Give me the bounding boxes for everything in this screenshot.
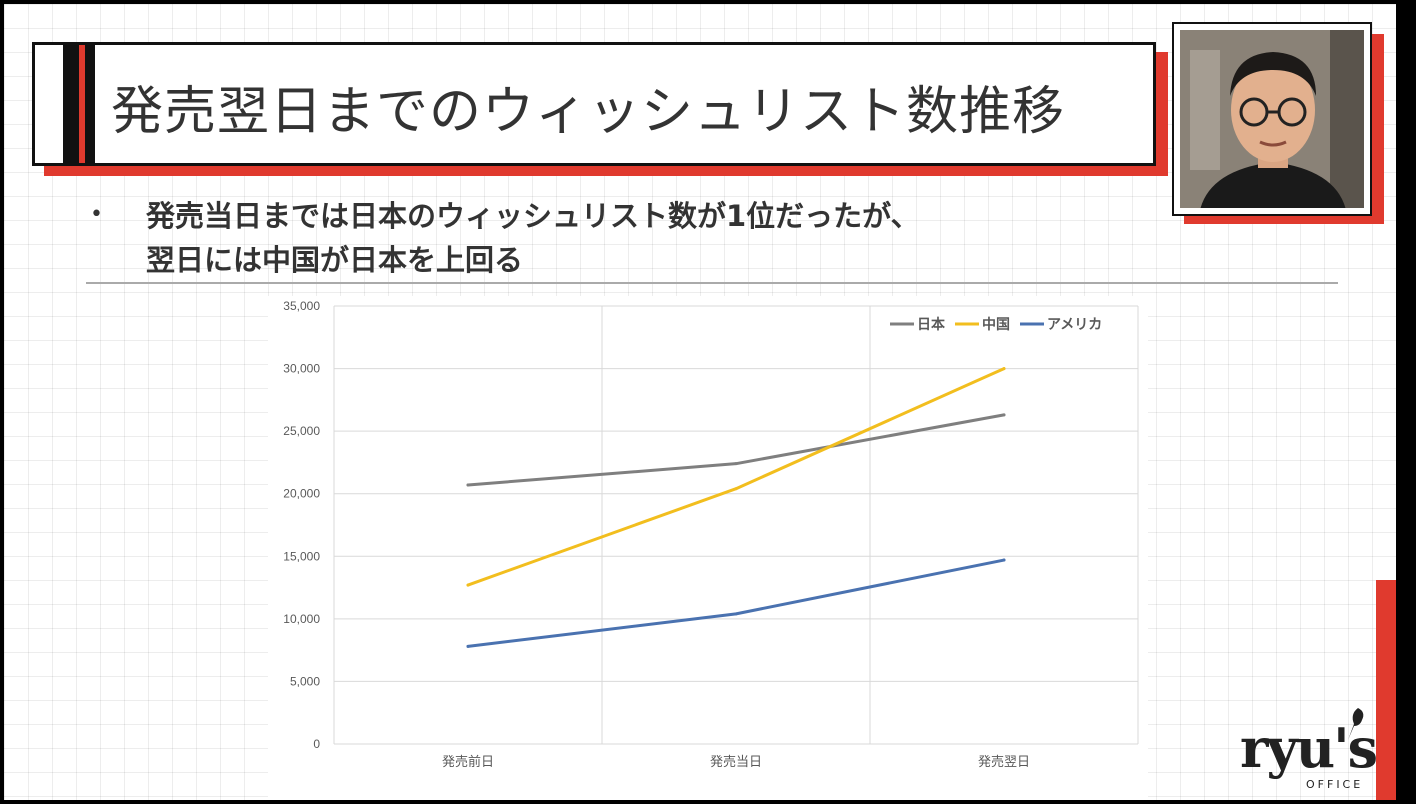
slide: 発売翌日までのウィッシュリスト数推移 • 発売当日までは日本のウィッシュリスト数… xyxy=(4,4,1396,800)
chart-svg: 0 5,000 10,000 15,000 20,000 25,000 30,000 35,0… xyxy=(268,296,1148,800)
data-point xyxy=(1002,367,1006,371)
data-point xyxy=(734,487,738,491)
y-tick-label: 30,000 xyxy=(283,362,320,376)
x-tick-label: 発売前日 xyxy=(442,754,494,770)
chart: 0 5,000 10,000 15,000 20,000 25,000 30,000 35,0… xyxy=(268,296,1148,800)
presenter-icon xyxy=(1180,30,1364,208)
bullet-text: 発売当日までは日本のウィッシュリスト数が1位だったが、 翌日には中国が日本を上回… xyxy=(146,194,920,282)
data-point xyxy=(1002,413,1006,417)
chart-background xyxy=(268,296,1148,800)
accent-bar xyxy=(1376,580,1396,800)
logo-subtext: OFFICE xyxy=(1306,778,1364,791)
data-point xyxy=(734,612,738,616)
presenter-image xyxy=(1180,30,1364,208)
y-tick-label: 10,000 xyxy=(283,612,320,626)
presenter-photo xyxy=(1172,22,1372,216)
y-tick-label: 15,000 xyxy=(283,549,320,563)
bullet-line-2: 翌日には中国が日本を上回る xyxy=(146,243,524,277)
y-tick-label: 20,000 xyxy=(283,487,320,501)
bullet-marker: • xyxy=(90,202,103,227)
data-point xyxy=(1002,558,1006,562)
data-point xyxy=(466,483,470,487)
feather-icon xyxy=(1348,708,1364,740)
page-title: 発売翌日までのウィッシュリスト数推移 xyxy=(111,82,1066,142)
data-point xyxy=(466,583,470,587)
y-tick-label: 25,000 xyxy=(283,424,320,438)
y-tick-label: 0 xyxy=(313,737,320,751)
title-bar-black-2 xyxy=(85,45,95,163)
x-tick-label: 発売翌日 xyxy=(978,754,1030,770)
legend-label: 中国 xyxy=(982,316,1010,333)
x-tick-label: 発売当日 xyxy=(710,754,762,770)
data-point xyxy=(734,462,738,466)
title-bar-black xyxy=(63,45,79,163)
bullet-line-1: 発売当日までは日本のウィッシュリスト数が1位だったが、 xyxy=(146,199,920,233)
logo: ryu's OFFICE xyxy=(1240,708,1390,796)
legend-label: 日本 xyxy=(917,316,946,333)
title-box: 発売翌日までのウィッシュリスト数推移 xyxy=(32,42,1156,166)
legend-label: アメリカ xyxy=(1047,317,1102,333)
divider xyxy=(86,282,1338,284)
y-tick-label: 35,000 xyxy=(283,299,320,313)
title-bar-red xyxy=(79,45,85,163)
y-tick-label: 5,000 xyxy=(290,674,320,688)
data-point xyxy=(466,644,470,648)
logo-text: ryu's xyxy=(1240,716,1378,780)
